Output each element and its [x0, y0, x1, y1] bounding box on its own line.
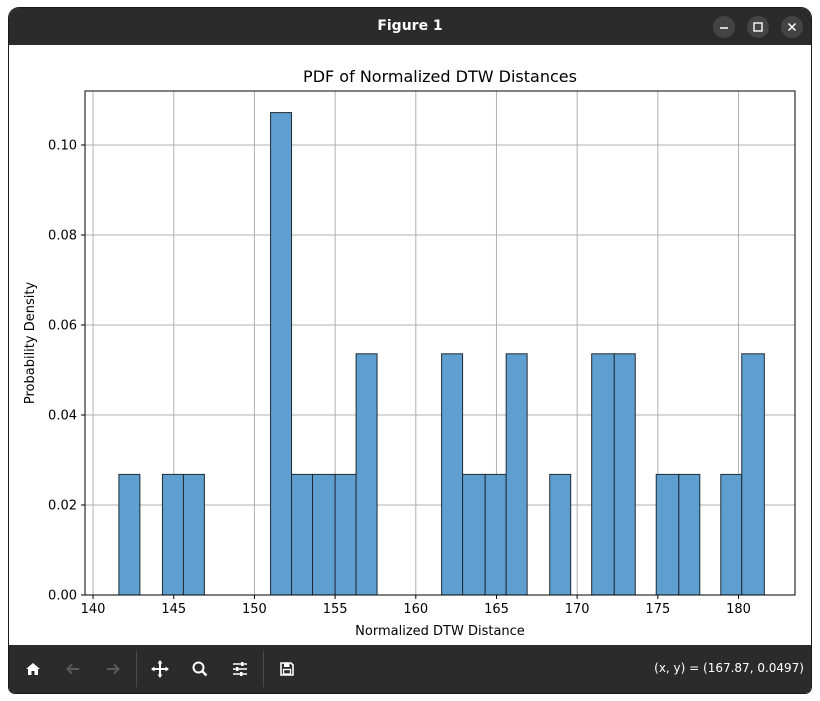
y-tick-label: 0.04	[48, 409, 77, 424]
toolbar-separator	[136, 651, 137, 687]
histogram-chart: 140 145 150 155 160 165 170 175 180 0.00 0.02 0.04 0…	[23, 67, 796, 639]
close-icon[interactable]	[781, 16, 803, 38]
histogram-bar	[441, 353, 464, 596]
histogram-bars	[118, 112, 765, 596]
x-tick-label: 165	[484, 602, 509, 617]
x-tick-label: 145	[161, 602, 186, 617]
histogram-bar	[741, 353, 765, 596]
pan-icon[interactable]	[148, 657, 172, 681]
configure-subplots-icon[interactable]	[228, 657, 252, 681]
histogram-bar	[655, 473, 680, 596]
window-title: Figure 1	[377, 18, 443, 34]
histogram-bar	[270, 112, 293, 596]
figure-canvas[interactable]: 140 145 150 155 160 165 170 175 180 0.00 0.02 0.04 0…	[9, 45, 811, 645]
y-tick-label: 0.06	[48, 319, 77, 334]
x-axis-label: Normalized DTW Distance	[355, 624, 525, 639]
x-tick-label: 140	[81, 602, 106, 617]
chart-title: PDF of Normalized DTW Distances	[303, 67, 577, 86]
navigation-toolbar: (x, y) = (167.87, 0.0497)	[9, 645, 811, 693]
zoom-icon[interactable]	[188, 657, 212, 681]
histogram-bar	[484, 473, 507, 596]
x-tick-label: 180	[726, 602, 751, 617]
x-tick-label: 150	[242, 602, 267, 617]
histogram-bar	[549, 473, 572, 596]
histogram-bar	[678, 473, 701, 596]
minimize-icon[interactable]	[713, 16, 735, 38]
histogram-bar	[118, 473, 141, 596]
home-icon[interactable]	[21, 657, 45, 681]
y-tick-label: 0.02	[48, 499, 77, 514]
x-tick-label: 175	[645, 602, 670, 617]
y-tick-label: 0.10	[48, 139, 77, 154]
save-icon[interactable]	[275, 657, 299, 681]
axes-frame	[84, 90, 796, 596]
back-icon[interactable]	[61, 657, 85, 681]
x-tick-label: 155	[323, 602, 348, 617]
forward-icon[interactable]	[101, 657, 125, 681]
y-tick-label: 0.00	[48, 589, 77, 604]
histogram-bar	[161, 473, 184, 596]
histogram-bar	[182, 473, 205, 596]
toolbar-separator	[263, 651, 264, 687]
y-tick-label: 0.08	[48, 229, 77, 244]
histogram-bar	[591, 353, 615, 596]
y-axis-label: Probability Density	[23, 282, 38, 405]
cursor-coordinates: (x, y) = (167.87, 0.0497)	[654, 661, 804, 675]
histogram-bar	[720, 473, 743, 596]
histogram-bar	[505, 353, 528, 596]
histogram-bar	[291, 473, 314, 596]
histogram-bar	[613, 353, 636, 596]
histogram-bar	[334, 473, 357, 596]
x-tick-label: 170	[565, 602, 590, 617]
maximize-icon[interactable]	[747, 16, 769, 38]
axis-ticks: 140 145 150 155 160 165 170 175 180 0.00 0.02 0.04 0…	[48, 139, 751, 618]
histogram-bar	[462, 473, 486, 596]
histogram-bar	[312, 473, 336, 596]
figure-window: Figure 1 140 145 150 155 160 165 170 175 180 0.00…	[9, 8, 811, 693]
x-tick-label: 160	[403, 602, 428, 617]
title-bar[interactable]: Figure 1	[9, 8, 811, 45]
histogram-bar	[355, 353, 378, 596]
